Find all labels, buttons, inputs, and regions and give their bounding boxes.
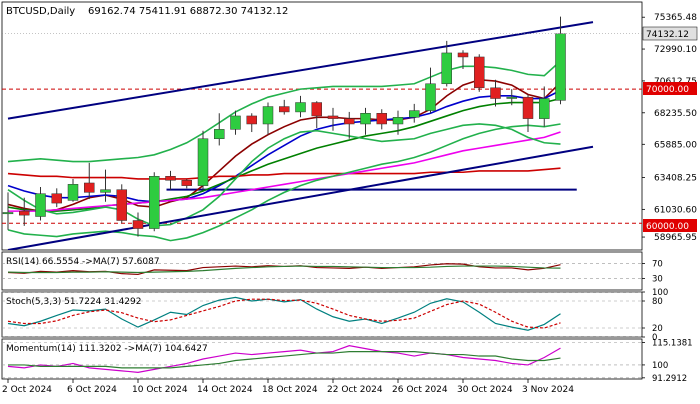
candle-body (35, 193, 46, 217)
indicator-line-2 (7, 97, 561, 212)
candle-body (425, 83, 436, 111)
level-60000-box (643, 219, 697, 232)
candle-body (474, 56, 485, 89)
chart-title: BTCUSD,Daily (6, 6, 75, 17)
candle-body (490, 87, 501, 99)
candle-body (392, 117, 404, 125)
trend-line-1 (7, 145, 594, 250)
stoch-series-1 (7, 298, 561, 329)
candle-body (84, 182, 95, 193)
candle-body (165, 176, 176, 181)
candle-body (506, 96, 517, 99)
candle-body (100, 189, 111, 193)
rsi-panel (2, 263, 642, 279)
momentum-series-1 (8, 350, 561, 369)
stoch-label: Stoch(5,3,3) 51.7224 31.4292 (6, 297, 141, 307)
candle-body (230, 115, 241, 130)
candle-body (2, 212, 14, 215)
momentum-tick-label: 115.1381 (652, 338, 693, 348)
level-70000-label: 70000.00 (646, 85, 689, 95)
candle-body (197, 138, 209, 186)
indicator-line-3 (7, 167, 561, 180)
rsi-tick-label: 30 (652, 275, 663, 285)
indicator-line-1 (7, 89, 561, 203)
last-price-label: 74132.12 (646, 30, 689, 40)
stoch-panel (2, 292, 642, 337)
panel-frame-0 (1, 1, 643, 251)
stoch-tick-label: 80 (652, 297, 663, 307)
candle-body (311, 102, 322, 117)
price-y-tick-label: 72990.10 (654, 45, 697, 55)
candle-body (360, 113, 371, 125)
x-tick-label: 18 Oct 2024 (262, 385, 318, 395)
momentum-label: Momentum(14) 111.3202 ->MA(7) 104.6427 (6, 344, 208, 354)
candle-body (409, 110, 420, 118)
panel-frames (1, 1, 643, 380)
x-tick-label: 26 Oct 2024 (392, 385, 448, 395)
candle-body (279, 106, 290, 113)
trend-line-0 (7, 21, 594, 120)
ohlc-header: 69162.74 75411.91 68872.30 74132.12 (88, 6, 288, 17)
momentum-tick-label: 100 (652, 361, 668, 371)
price-y-tick-label: 63408.25 (654, 174, 697, 184)
candle-body (19, 210, 30, 216)
candle-body (555, 33, 566, 101)
x-tick-label: 10 Oct 2024 (132, 385, 188, 395)
stoch-tick-label: 20 (652, 324, 663, 334)
rsi-series-1 (7, 265, 561, 274)
candle-body (262, 106, 274, 125)
rsi-label: RSI(14) 66.5554 ->MA(7) 57.6087 (6, 257, 160, 267)
candle-body (327, 115, 339, 119)
x-tick-label: 22 Oct 2024 (327, 385, 383, 395)
x-tick-label: 30 Oct 2024 (457, 385, 513, 395)
candle-body (344, 118, 355, 125)
candle-body (67, 184, 79, 201)
candle-body (149, 176, 160, 229)
last-price-box (642, 26, 698, 41)
axes: 75365.48 72990.10 70612.75 68235.50 65885.00… (2, 13, 697, 395)
indicator-line-5 (7, 123, 561, 227)
price-y-tick-label: 65885.00 (654, 140, 697, 150)
candle-body (246, 115, 257, 125)
momentum-series-0 (7, 345, 561, 373)
price-y-tick-label: 70612.75 (654, 77, 697, 87)
x-tick-label: 2 Oct 2024 (2, 385, 52, 395)
price-y-tick-label: 75365.48 (654, 13, 697, 23)
level-60000-label: 60000.00 (646, 222, 689, 232)
candle-body (295, 102, 306, 113)
candle-body (441, 52, 452, 85)
x-tick-label: 6 Oct 2024 (67, 385, 117, 395)
candle-body (522, 96, 534, 119)
candle-body (457, 52, 469, 58)
x-tick-label: 14 Oct 2024 (197, 385, 253, 395)
price-y-tick-label: 58965.95 (654, 233, 697, 243)
indicator-line-4 (8, 131, 561, 212)
panel-frame-3 (1, 338, 643, 380)
x-tick-label: 3 Nov 2024 (522, 385, 574, 395)
candle-body (181, 180, 192, 186)
indicator-line-7 (7, 123, 561, 242)
level-70000-box (643, 82, 697, 95)
panel-frame-1 (1, 251, 643, 291)
candle-body (51, 193, 62, 204)
momentum-panel (2, 342, 642, 379)
indicator-line-6 (7, 60, 562, 163)
momentum-tick-label: 91.2912 (652, 374, 687, 384)
price-panel (2, 16, 642, 250)
candle-body (132, 220, 144, 229)
rsi-tick-label: 70 (652, 259, 663, 269)
price-y-tick-label: 68235.50 (654, 109, 697, 119)
candle-body (116, 189, 127, 221)
candle-body (539, 98, 550, 119)
stoch-tick-label: 100 (652, 288, 668, 298)
stoch-tick-label: 0 (652, 333, 657, 343)
candle-body (214, 129, 225, 139)
candle-body (376, 113, 387, 125)
price-y-tick-label: 61030.60 (654, 205, 697, 215)
stoch-series-0 (7, 296, 561, 331)
